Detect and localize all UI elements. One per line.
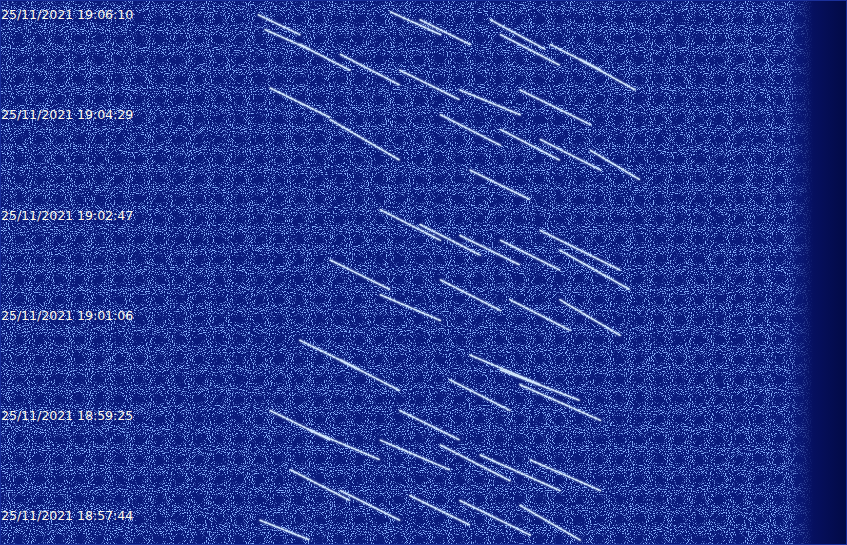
y-axis: 25/11/2021 19:06:10 25/11/2021 19:04:29 25… — [0, 1, 133, 545]
trace — [560, 250, 630, 290]
trace — [400, 70, 460, 100]
trace — [460, 235, 520, 265]
trace — [580, 59, 635, 90]
y-tick-label: 25/11/2021 18:59:25 — [1, 408, 133, 423]
trace — [460, 90, 520, 115]
trace — [450, 380, 510, 411]
trace — [270, 88, 330, 118]
trace — [560, 300, 620, 336]
trace — [470, 355, 540, 385]
trace — [340, 360, 399, 391]
trace — [420, 225, 480, 256]
plot-frame — [1, 1, 847, 545]
trace — [490, 20, 545, 50]
trace — [470, 170, 530, 200]
noise — [0, 0, 847, 545]
trace — [390, 12, 440, 35]
trace — [270, 410, 330, 440]
y-tick-label: 25/11/2021 19:01:06 — [1, 308, 133, 323]
y-tick-label: 25/11/2021 19:04:29 — [1, 107, 133, 122]
trace — [590, 150, 640, 180]
trace — [480, 455, 560, 491]
trace — [260, 520, 310, 540]
y-tick-label: 25/11/2021 19:02:47 — [1, 208, 133, 223]
trace — [501, 35, 560, 66]
trace — [300, 45, 350, 71]
y-tick: 25/11/2021 18:59:25 — [0, 408, 133, 423]
background — [0, 0, 847, 545]
trace — [258, 15, 300, 35]
trace — [330, 260, 390, 290]
trace — [440, 115, 500, 146]
trace — [510, 300, 570, 331]
trace — [340, 54, 399, 85]
trace — [340, 491, 399, 521]
trace — [380, 295, 440, 321]
y-tick: 25/11/2021 19:01:06 — [0, 308, 133, 323]
trace — [520, 90, 590, 125]
trace — [501, 240, 560, 270]
trace — [520, 385, 600, 421]
chart: 25/11/2021 19:06:10 25/11/2021 19:04:29 25… — [0, 0, 847, 545]
trace — [400, 410, 460, 440]
y-tick-label: 25/11/2021 19:06:10 — [1, 7, 133, 22]
trace — [291, 470, 350, 501]
trace — [530, 460, 600, 491]
y-tick: 25/11/2021 19:04:29 — [0, 107, 133, 122]
trace — [520, 505, 580, 540]
y-tick: 25/11/2021 18:57:44 — [0, 508, 133, 523]
band-edge — [785, 0, 847, 545]
y-axis-line — [0, 1, 1, 545]
trace — [540, 139, 600, 170]
traces — [258, 12, 640, 540]
trace — [410, 496, 470, 526]
trace — [440, 280, 500, 311]
trace — [330, 120, 399, 161]
trace — [380, 210, 440, 241]
trace — [501, 370, 581, 401]
trace — [420, 20, 470, 45]
y-tick: 25/11/2021 19:06:10 — [0, 7, 133, 22]
y-tick: 25/11/2021 19:02:47 — [0, 208, 133, 223]
trace — [310, 430, 380, 460]
trace — [540, 230, 620, 270]
y-tick-label: 25/11/2021 18:57:44 — [1, 508, 133, 523]
trace — [380, 440, 449, 470]
